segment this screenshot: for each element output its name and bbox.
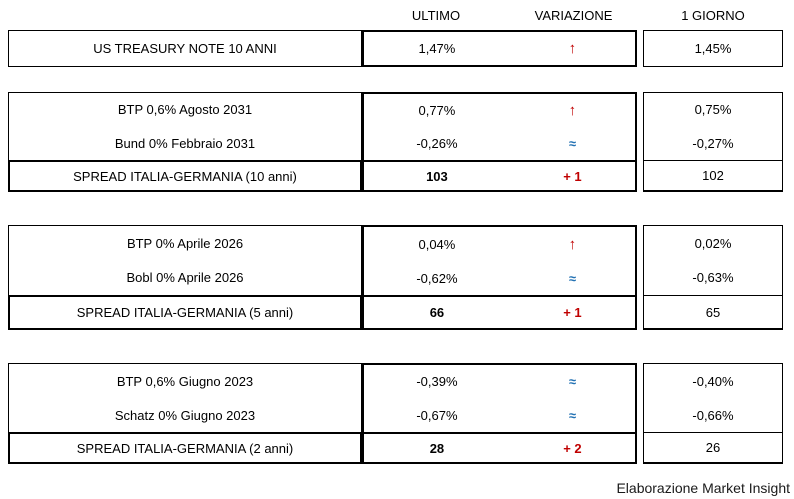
up-arrow-icon: ↑ [568,40,577,57]
attribution-text: Elaborazione Market Insight [616,480,790,496]
row-label: BTP 0,6% Agosto 2031 [117,102,253,118]
spread-ultimo-value: 103 [426,168,448,184]
spread-giorno-value: 26 [643,432,783,464]
bond-rows-group: BTP 0,6% Agosto 2031 Bund 0% Febbraio 20… [8,92,783,160]
bond-labels-cell: BTP 0,6% Giugno 2023 Schatz 0% Giugno 20… [8,363,362,432]
spread-label: SPREAD ITALIA-GERMANIA (10 anni) [8,160,362,192]
bond-labels-cell: BTP 0,6% Agosto 2031 Bund 0% Febbraio 20… [8,92,362,160]
bond-yields-table: ULTIMO VARIAZIONE 1 GIORNO US TREASURY N… [8,6,783,464]
ultimo-value: 0,77% [418,103,456,118]
ultimo-variazione-box: 0,77% ↑ -0,26% ≈ [362,92,637,160]
giorno-value: 0,75% [694,102,732,118]
column-header-ultimo: ULTIMO [411,7,461,23]
giorno-cell: -0,40% -0,66% [643,363,783,432]
approx-equal-icon: ≈ [568,374,576,390]
column-header-1-giorno: 1 GIORNO [681,7,745,23]
row-label: Bobl 0% Aprile 2026 [126,270,244,286]
spread-label: SPREAD ITALIA-GERMANIA (5 anni) [8,295,362,330]
ultimo-variazione-box: -0,39% ≈ -0,67% ≈ [362,363,637,432]
column-header-variazione: VARIAZIONE [534,7,613,23]
ultimo-value: 1,47% [418,41,456,56]
ultimo-value: 0,04% [418,236,456,252]
ultimo-variazione-box: 66 + 1 [362,295,637,330]
giorno-value: -0,27% [692,135,734,151]
row-label: Bund 0% Febbraio 2031 [114,135,256,151]
spread-variazione-value: + 2 [563,440,582,456]
giorno-cell: 0,75% -0,27% [643,92,783,160]
giorno-value: -0,66% [692,407,734,423]
row-label: Schatz 0% Giugno 2023 [114,407,256,423]
approx-equal-icon: ≈ [568,136,576,151]
ultimo-value: -0,39% [416,374,458,390]
us-treasury-row: US TREASURY NOTE 10 ANNI 1,47% ↑ 1,45% [8,30,783,67]
spread-ultimo-value: 28 [429,440,445,456]
spread-row: SPREAD ITALIA-GERMANIA (10 anni) 103 + 1… [8,160,783,192]
row-label: BTP 0,6% Giugno 2023 [116,373,254,389]
giorno-value: 1,45% [643,30,783,67]
bond-rows-group: BTP 0,6% Giugno 2023 Schatz 0% Giugno 20… [8,363,783,432]
bond-labels-cell: BTP 0% Aprile 2026 Bobl 0% Aprile 2026 [8,225,362,295]
spread-label: SPREAD ITALIA-GERMANIA (2 anni) [8,432,362,464]
giorno-value: -0,63% [692,270,734,286]
spread-variazione-value: + 1 [563,168,582,184]
bond-block-2-anni: BTP 0,6% Giugno 2023 Schatz 0% Giugno 20… [8,363,783,464]
row-label: BTP 0% Aprile 2026 [126,235,244,251]
spread-row: SPREAD ITALIA-GERMANIA (5 anni) 66 + 1 6… [8,295,783,330]
spread-giorno-value: 102 [643,160,783,192]
ultimo-value: -0,26% [416,136,458,151]
bond-block-5-anni: BTP 0% Aprile 2026 Bobl 0% Aprile 2026 0… [8,225,783,330]
spread-ultimo-value: 66 [429,305,445,320]
up-arrow-icon: ↑ [568,235,577,253]
ultimo-variazione-box: 1,47% ↑ [362,30,637,67]
ultimo-value: -0,67% [416,407,458,423]
spread-giorno-value: 65 [643,295,783,330]
bond-block-10-anni: BTP 0,6% Agosto 2031 Bund 0% Febbraio 20… [8,92,783,192]
column-header-row: ULTIMO VARIAZIONE 1 GIORNO [8,6,783,24]
ultimo-value: -0,62% [416,270,458,286]
spread-variazione-value: + 1 [563,305,582,320]
giorno-cell: 0,02% -0,63% [643,225,783,295]
bond-rows-group: BTP 0% Aprile 2026 Bobl 0% Aprile 2026 0… [8,225,783,295]
ultimo-variazione-box: 103 + 1 [362,160,637,192]
spread-row: SPREAD ITALIA-GERMANIA (2 anni) 28 + 2 2… [8,432,783,464]
ultimo-variazione-box: 0,04% ↑ -0,62% ≈ [362,225,637,295]
approx-equal-icon: ≈ [568,407,576,423]
up-arrow-icon: ↑ [568,102,577,119]
approx-equal-icon: ≈ [568,270,576,286]
giorno-value: 0,02% [694,235,732,251]
row-label: US TREASURY NOTE 10 ANNI [8,30,362,67]
giorno-value: -0,40% [692,373,734,389]
ultimo-variazione-box: 28 + 2 [362,432,637,464]
header-uv-group: ULTIMO VARIAZIONE [362,8,637,23]
